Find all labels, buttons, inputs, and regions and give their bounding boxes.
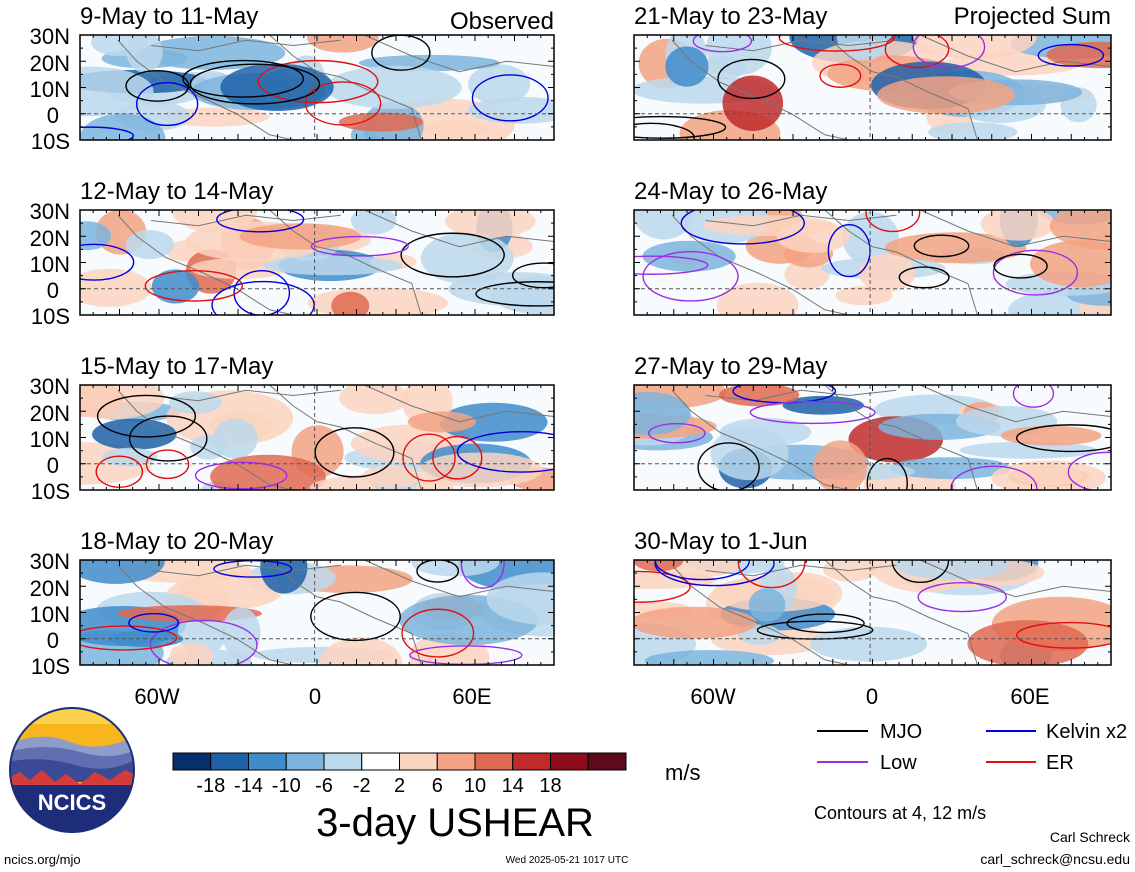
panel-title-right-3: 27-May to 29-May [634, 353, 827, 380]
panel-title-left-1: 9-May to 11-May [80, 3, 258, 30]
lat-label: 30N [30, 199, 70, 224]
colorbar-title: 3-day USHEAR [316, 801, 594, 845]
legend-label-low: Low [880, 752, 917, 774]
colorbar-tick-label: 10 [464, 775, 486, 797]
colorbar-swatch [587, 752, 627, 771]
colorbar-tick-label: -10 [272, 775, 301, 797]
map-panel [634, 385, 1111, 490]
panel-title-left-4: 18-May to 20-May [80, 528, 273, 555]
footer-author: Carl Schreck [1050, 829, 1131, 845]
panel-title-left-2: 12-May to 14-May [80, 178, 273, 205]
map-panel [634, 35, 1111, 140]
map-panel [80, 35, 554, 140]
colorbar-tick-label: -2 [353, 775, 371, 797]
ncics-logo: NCICS [9, 707, 135, 833]
lat-label: 30N [30, 24, 70, 49]
panel-title-left-3: 15-May to 17-May [80, 353, 273, 380]
panel-title-right-4: 30-May to 1-Jun [634, 528, 807, 555]
map-panel [80, 210, 554, 315]
colorbar-swatch [399, 752, 438, 771]
lat-label: 30N [30, 374, 70, 399]
lat-label: 0 [47, 278, 59, 303]
lat-label: 20N [30, 226, 70, 251]
colorbar-units: m/s [665, 760, 700, 785]
contour-note: Contours at 4, 12 m/s [814, 803, 986, 823]
footer-timestamp: Wed 2025-05-21 1017 UTC [506, 855, 629, 866]
longitude-labels: 60W 0 60E 60W 0 60E [134, 684, 1049, 709]
lat-label: 20N [30, 401, 70, 426]
colorbar-swatch [323, 752, 363, 771]
lon-label: 0 [309, 684, 321, 709]
lat-label: 0 [47, 453, 59, 478]
colorbar-tick-label: 6 [432, 775, 443, 797]
legend-label-mjo: MJO [880, 721, 922, 743]
lat-label: 0 [47, 628, 59, 653]
lon-label: 0 [866, 684, 878, 709]
observed-label: Observed [450, 8, 554, 35]
panel-title-right-1: 21-May to 23-May [634, 3, 827, 30]
lon-label: 60W [690, 684, 735, 709]
lat-label: 0 [47, 103, 59, 128]
map-panel [634, 210, 1111, 315]
contour-legend: MJO Kelvin x2 Low ER Contours at 4, 12 m… [814, 721, 1127, 823]
lat-label: 10N [30, 602, 70, 627]
colorbar-tick-label: 18 [539, 775, 561, 797]
colorbar-swatch [474, 752, 514, 771]
colorbar-swatch [512, 752, 551, 771]
lat-label: 20N [30, 576, 70, 601]
lon-label: 60W [134, 684, 179, 709]
map-panel [80, 385, 554, 490]
colorbar-tick-label: -14 [234, 775, 263, 797]
map-panel [634, 560, 1111, 665]
lat-label: 10S [31, 129, 70, 154]
map-panels [79, 34, 1112, 666]
colorbar-swatch [248, 752, 287, 771]
colorbar-tick-label: -6 [315, 775, 333, 797]
colorbar-tick-label: 14 [502, 775, 524, 797]
projected-sum-label: Projected Sum [954, 3, 1111, 30]
colorbar-swatch [550, 752, 589, 771]
logo-text: NCICS [38, 790, 106, 815]
lat-label: 10N [30, 77, 70, 102]
lat-label: 30N [30, 549, 70, 574]
lon-label: 60E [1010, 684, 1049, 709]
latitude-labels: 30N 20N 10N 0 10S 30N 20N 10N 0 10S 30N … [30, 24, 70, 679]
colorbar: -18 -14 -10 -6 -2 2 6 10 14 18 [172, 752, 627, 797]
colorbar-swatch [436, 752, 476, 771]
lat-label: 10N [30, 427, 70, 452]
colorbar-tick-label: -18 [196, 775, 225, 797]
colorbar-swatch [285, 752, 325, 771]
legend-label-kelvin: Kelvin x2 [1046, 721, 1127, 743]
lat-label: 10S [31, 654, 70, 679]
legend-label-er: ER [1046, 752, 1074, 774]
colorbar-tick-label: 2 [394, 775, 405, 797]
colorbar-swatch [361, 752, 400, 771]
footer-url: ncics.org/mjo [4, 852, 81, 867]
lat-label: 10S [31, 479, 70, 504]
footer-email: carl_schreck@ncsu.edu [980, 851, 1130, 867]
colorbar-swatch [210, 752, 249, 771]
panel-title-right-2: 24-May to 26-May [634, 178, 827, 205]
colorbar-swatch [172, 752, 212, 771]
lon-label: 60E [452, 684, 491, 709]
lat-label: 20N [30, 51, 70, 76]
lat-label: 10N [30, 252, 70, 277]
lat-label: 10S [31, 304, 70, 329]
map-panel [80, 560, 554, 665]
